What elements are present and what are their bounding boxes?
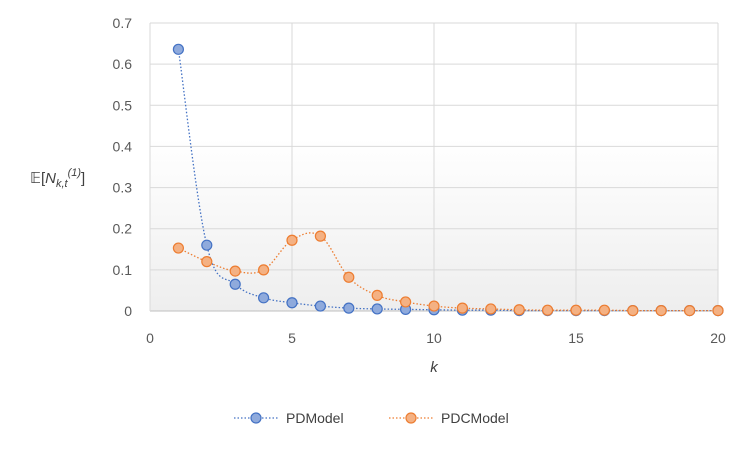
- data-point-pdcmodel: [428, 300, 440, 312]
- x-tick-label: 15: [568, 330, 584, 346]
- y-tick-label: 0.6: [113, 56, 133, 72]
- gridlines: [149, 22, 719, 312]
- data-point-pdmodel: [371, 303, 383, 315]
- data-point-pdmodel: [172, 43, 184, 55]
- y-axis-ticks: 0 0.1 0.2 0.3 0.4 0.5 0.6 0.7: [113, 15, 133, 319]
- legend-item-pdmodel: PDModel: [234, 410, 344, 426]
- data-point-pdcmodel: [286, 234, 298, 246]
- data-point-pdmodel: [343, 302, 355, 314]
- data-point-pdmodel: [258, 292, 270, 304]
- y-axis-title-suffix: ]: [81, 170, 85, 187]
- y-tick-label: 0.3: [113, 180, 133, 196]
- data-point-pdcmodel: [343, 271, 355, 283]
- y-axis-title-superscript: (1): [68, 167, 82, 179]
- x-tick-label: 0: [146, 330, 154, 346]
- y-axis-title-subscript: k,t: [56, 178, 69, 190]
- data-point-pdmodel: [286, 297, 298, 309]
- data-point-pdcmodel: [314, 230, 326, 242]
- data-point-pdcmodel: [655, 304, 667, 317]
- data-point-pdcmodel: [541, 304, 554, 316]
- data-point-pdmodel: [229, 278, 241, 290]
- y-axis-title-prefix: 𝔼[: [30, 170, 46, 187]
- series-pdcmodel: [172, 230, 724, 317]
- data-point-pdcmodel: [456, 302, 468, 314]
- legend-label-pdcmodel: PDCModel: [441, 410, 509, 426]
- data-point-pdcmodel: [570, 304, 582, 316]
- data-point-pdmodel: [314, 300, 326, 312]
- x-axis-title: k: [430, 359, 439, 376]
- data-point-pdcmodel: [485, 303, 497, 315]
- y-tick-label: 0.7: [113, 15, 133, 31]
- x-tick-label: 5: [288, 330, 296, 346]
- data-point-pdcmodel: [258, 264, 270, 276]
- data-point-pdcmodel: [371, 289, 383, 301]
- legend-label-pdmodel: PDModel: [286, 410, 344, 426]
- y-tick-label: 0.1: [113, 262, 133, 278]
- legend: PDModel PDCModel: [234, 410, 509, 426]
- y-tick-label: 0.2: [113, 221, 133, 237]
- data-point-pdcmodel: [201, 256, 213, 268]
- x-tick-label: 10: [426, 330, 442, 346]
- data-point-pdcmodel: [627, 304, 639, 317]
- series-layer: [172, 43, 724, 317]
- data-point-pdmodel: [201, 239, 213, 251]
- data-point-pdcmodel: [172, 242, 184, 254]
- x-axis-ticks: 0 5 10 15 20: [146, 330, 726, 346]
- y-tick-label: 0.5: [113, 97, 133, 113]
- data-point-pdcmodel: [683, 304, 696, 317]
- y-axis-title: 𝔼[Nk,t(1)]: [30, 167, 85, 190]
- data-point-pdcmodel: [598, 304, 611, 316]
- data-point-pdcmodel: [513, 304, 525, 316]
- data-point-pdcmodel: [229, 265, 241, 277]
- legend-item-pdcmodel: PDCModel: [389, 410, 509, 426]
- y-tick-label: 0: [124, 303, 132, 319]
- x-tick-label: 20: [710, 330, 726, 346]
- data-point-pdcmodel: [400, 296, 412, 308]
- y-axis-title-base: N: [45, 170, 56, 187]
- data-point-pdcmodel: [712, 304, 724, 317]
- y-tick-label: 0.4: [113, 138, 133, 154]
